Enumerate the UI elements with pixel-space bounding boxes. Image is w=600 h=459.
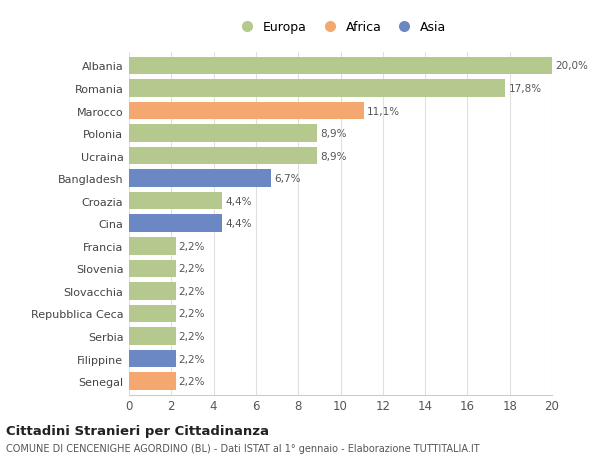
Bar	[129, 80, 505, 98]
Text: 20,0%: 20,0%	[555, 62, 588, 71]
Text: 17,8%: 17,8%	[509, 84, 542, 94]
Text: 2,2%: 2,2%	[179, 241, 205, 251]
Bar	[129, 237, 176, 255]
Bar	[129, 125, 317, 143]
Text: 2,2%: 2,2%	[179, 309, 205, 319]
Bar	[129, 57, 552, 75]
Text: 2,2%: 2,2%	[179, 376, 205, 386]
Bar	[129, 260, 176, 278]
Bar	[129, 192, 222, 210]
Text: Cittadini Stranieri per Cittadinanza: Cittadini Stranieri per Cittadinanza	[6, 424, 269, 437]
Bar	[129, 350, 176, 368]
Text: 2,2%: 2,2%	[179, 286, 205, 296]
Text: 8,9%: 8,9%	[320, 151, 347, 161]
Text: 2,2%: 2,2%	[179, 331, 205, 341]
Text: 8,9%: 8,9%	[320, 129, 347, 139]
Bar	[129, 215, 222, 233]
Bar	[129, 282, 176, 300]
Bar	[129, 327, 176, 345]
Text: 2,2%: 2,2%	[179, 354, 205, 364]
Text: 6,7%: 6,7%	[274, 174, 301, 184]
Bar	[129, 305, 176, 323]
Text: 2,2%: 2,2%	[179, 264, 205, 274]
Bar	[129, 372, 176, 390]
Bar	[129, 102, 364, 120]
Text: 4,4%: 4,4%	[225, 196, 252, 206]
Legend: Europa, Africa, Asia: Europa, Africa, Asia	[235, 22, 446, 34]
Text: COMUNE DI CENCENIGHE AGORDINO (BL) - Dati ISTAT al 1° gennaio - Elaborazione TUT: COMUNE DI CENCENIGHE AGORDINO (BL) - Dat…	[6, 443, 479, 453]
Bar	[129, 147, 317, 165]
Text: 4,4%: 4,4%	[225, 219, 252, 229]
Bar	[129, 170, 271, 188]
Text: 11,1%: 11,1%	[367, 106, 400, 116]
